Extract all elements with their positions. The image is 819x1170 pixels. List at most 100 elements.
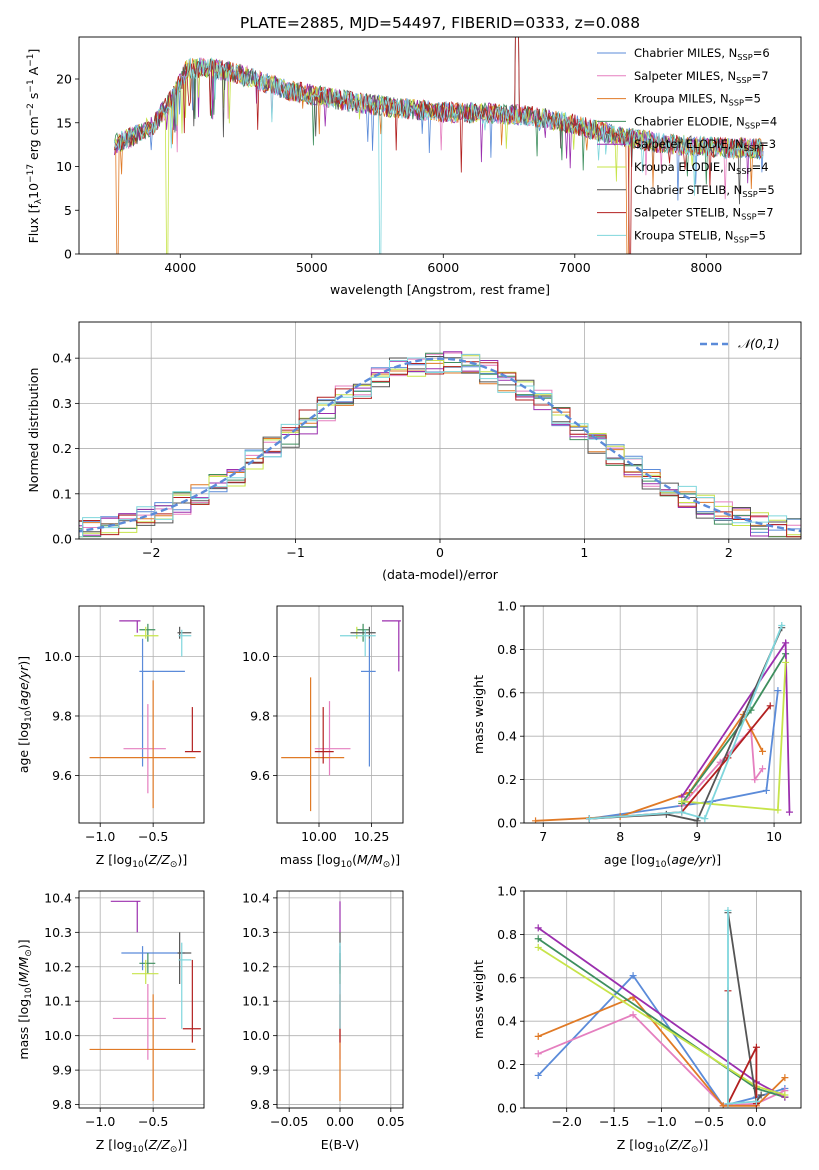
- data-point: [678, 808, 686, 816]
- axes-frame: [78, 36, 802, 255]
- y-axis-label: mass weight: [471, 960, 486, 1039]
- y-tick-label: 9.9: [250, 1063, 270, 1078]
- data-point: [752, 1097, 760, 1105]
- y-tick-label: 9.8: [250, 1097, 270, 1112]
- figure-title: PLATE=2885, MJD=54497, FIBERID=0333, z=0…: [240, 14, 640, 32]
- data-point: [724, 1100, 732, 1108]
- data-point: [532, 817, 540, 823]
- plot-area: [524, 606, 801, 823]
- error-bars: [281, 620, 401, 812]
- y-tick-label: 0.1: [52, 486, 72, 501]
- y-axis-label: Flux [fλ10−17 erg cm−2 s−1 A−1]: [26, 49, 44, 244]
- data-point: [534, 1050, 542, 1058]
- plot-area: [524, 891, 801, 1108]
- x-tick-label: 10.25: [354, 829, 390, 844]
- x-tick-label: 0.05: [377, 1114, 405, 1129]
- data-point: [774, 806, 782, 814]
- y-tick-label: 9.6: [250, 768, 270, 783]
- y-tick-label: 0.8: [497, 642, 517, 657]
- x-tick-label: −1.5: [599, 1114, 629, 1129]
- y-axis-label: mass weight: [471, 675, 486, 754]
- weight-vs-metallicity-panel: −2.0 −1.5 −1.0 −0.5 0.0 0.0 0.2 0.4 0.6 0.8 1.0 Z […: [471, 884, 802, 1155]
- data-point: [534, 943, 542, 951]
- x-tick-label: 9: [693, 829, 701, 844]
- y-tick-label: 9.8: [250, 708, 270, 723]
- legend-label: Chabrier STELIB, NSSP=5: [634, 183, 775, 199]
- y-tick-label: 10.2: [44, 959, 72, 974]
- age-vs-mass-panel: 10.00 10.25 9.6 9.8 10.0 mass [log10(M/M⊙)]: [242, 605, 404, 870]
- data-point: [778, 622, 786, 630]
- y-tick-label: 20: [56, 72, 72, 87]
- x-axis-label: mass [log10(M/M⊙)]: [280, 852, 400, 870]
- x-tick-label: 4000: [164, 260, 196, 275]
- legend-label: 𝒩(0,1): [738, 336, 780, 351]
- histogram-step: [79, 361, 801, 538]
- residuals-panel: −2 −1 0 1 2 0.0 0.1 0.2 0.3 0.4 𝒩(0,1) (data-model)…: [26, 321, 802, 582]
- y-tick-label: 9.8: [52, 1097, 72, 1112]
- series-line: [589, 625, 783, 820]
- x-tick-label: −1.0: [85, 1114, 115, 1129]
- plot-area: [79, 891, 204, 1108]
- data-point: [534, 935, 542, 943]
- y-axis-label: Normed distribution: [26, 368, 41, 493]
- x-axis-label: wavelength [Angstrom, rest frame]: [330, 282, 550, 297]
- data-point: [759, 747, 767, 755]
- y-axis-label: age [log10(age/yr)]: [16, 656, 34, 773]
- axes-frame: [523, 890, 802, 1109]
- data-point: [629, 972, 637, 980]
- x-tick-label: −0.5: [694, 1114, 724, 1129]
- data-point: [534, 1071, 542, 1079]
- data-point: [766, 702, 774, 710]
- y-tick-label: 0.2: [52, 441, 72, 456]
- legend-label: Salpeter ELODIE, NSSP=3: [634, 137, 776, 153]
- y-tick-label: 15: [56, 115, 72, 130]
- legend-label: Chabrier MILES, NSSP=6: [634, 46, 770, 62]
- x-tick-label: 8000: [690, 260, 722, 275]
- y-tick-label: 0.4: [52, 351, 72, 366]
- spectrum-panel: 4000 5000 6000 7000 8000 0 5 10 15 20 Chabrier MIL…: [26, 36, 802, 297]
- spectrum-line: [114, 37, 764, 205]
- y-tick-label: 10.0: [44, 1028, 72, 1043]
- y-tick-label: 1.0: [497, 884, 517, 899]
- x-tick-label: 10: [766, 829, 782, 844]
- spectrum-line: [114, 57, 764, 254]
- legend-label: Chabrier ELODIE, NSSP=4: [634, 114, 777, 130]
- y-tick-label: 10.4: [44, 890, 72, 905]
- data-point: [719, 1102, 727, 1108]
- y-axis-label: mass [log10(M/M⊙)]: [16, 939, 34, 1059]
- y-tick-label: 10.0: [44, 649, 72, 664]
- x-tick-label: −0.5: [138, 1114, 168, 1129]
- mass-vs-metallicity-panel: −1.0 −0.5 9.8 9.9 10.0 10.1 10.2 10.3 10.4 Z [log…: [16, 890, 205, 1155]
- series: [534, 907, 789, 1108]
- mass-vs-ebv-panel: −0.05 0.00 0.05 9.8 9.9 10.0 10.1 10.2 10.3 10.4 E…: [242, 890, 405, 1152]
- y-tick-label: 0.2: [497, 772, 517, 787]
- data-point: [724, 907, 732, 915]
- data-point: [629, 1011, 637, 1019]
- axes-frame: [78, 890, 205, 1109]
- y-tick-label: 1.0: [497, 599, 517, 614]
- y-tick-label: 10.1: [242, 994, 270, 1009]
- data-point: [693, 817, 701, 823]
- y-tick-label: 0.8: [497, 927, 517, 942]
- y-tick-label: 10.3: [242, 925, 270, 940]
- y-tick-label: 0: [64, 247, 72, 262]
- x-tick-label: 1: [580, 545, 588, 560]
- y-tick-label: 10.3: [44, 925, 72, 940]
- x-tick-label: −1.0: [646, 1114, 676, 1129]
- plot-area: [79, 606, 204, 823]
- y-tick-label: 9.9: [52, 1063, 72, 1078]
- x-tick-label: 10.00: [301, 829, 337, 844]
- data-point: [678, 797, 686, 805]
- data-point: [781, 1091, 789, 1099]
- data-point: [781, 1074, 789, 1082]
- x-tick-label: 8: [616, 829, 624, 844]
- x-axis-label: age [log10(age/yr)]: [604, 852, 721, 870]
- y-tick-label: 10.2: [242, 959, 270, 974]
- x-tick-label: −0.5: [138, 829, 168, 844]
- x-tick-label: 2: [725, 545, 733, 560]
- y-tick-label: 0.4: [497, 1014, 517, 1029]
- error-bars: [89, 900, 201, 1102]
- legend-label: Salpeter MILES, NSSP=7: [634, 69, 769, 85]
- data-point: [774, 687, 782, 695]
